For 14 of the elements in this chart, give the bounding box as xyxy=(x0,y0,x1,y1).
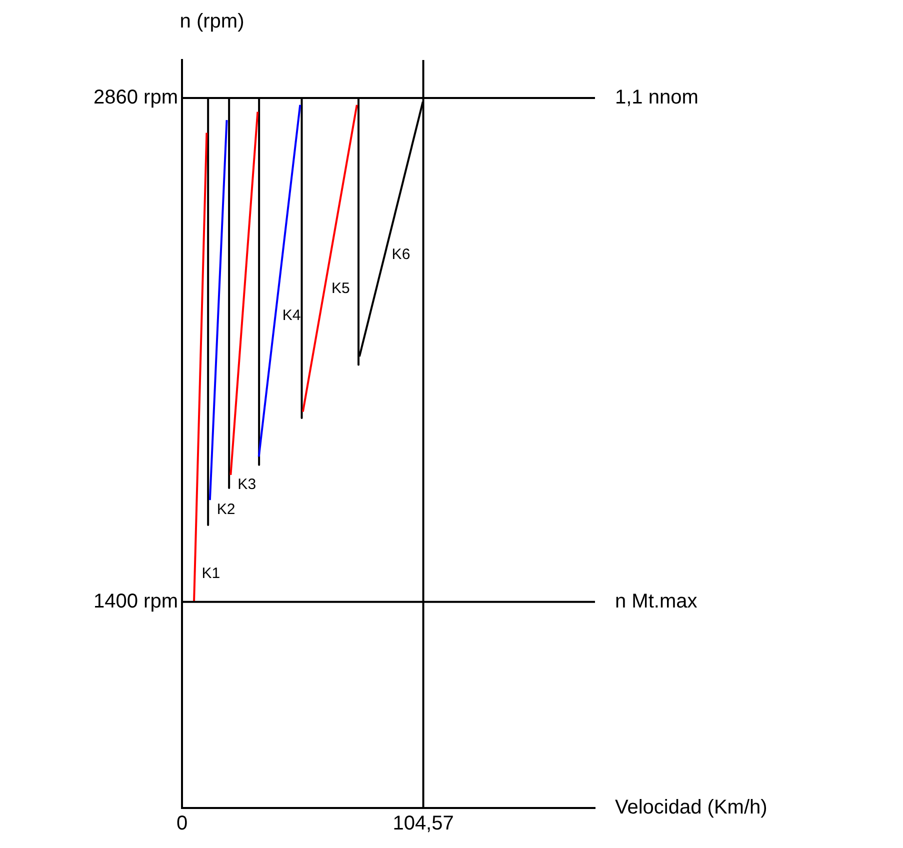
series-label: K3 xyxy=(238,476,256,494)
x-tick-label: 0 xyxy=(176,812,188,835)
y-axis-title: n (rpm) xyxy=(180,10,244,33)
ref-line-label: 1,1 nnom xyxy=(615,86,698,108)
series-label: K1 xyxy=(202,564,220,582)
y-tick-label: 1400 rpm xyxy=(94,590,178,612)
x-tick-label: 104,57 xyxy=(392,812,454,835)
series-label: K5 xyxy=(331,280,350,298)
series-label: K6 xyxy=(392,246,410,263)
y-tick-label: 2860 rpm xyxy=(94,86,178,108)
x-axis-title: Velocidad (Km/h) xyxy=(615,796,768,819)
ref-line-label: n Mt.max xyxy=(615,590,698,612)
series-label: K2 xyxy=(216,501,236,518)
series-label: K4 xyxy=(282,307,301,324)
